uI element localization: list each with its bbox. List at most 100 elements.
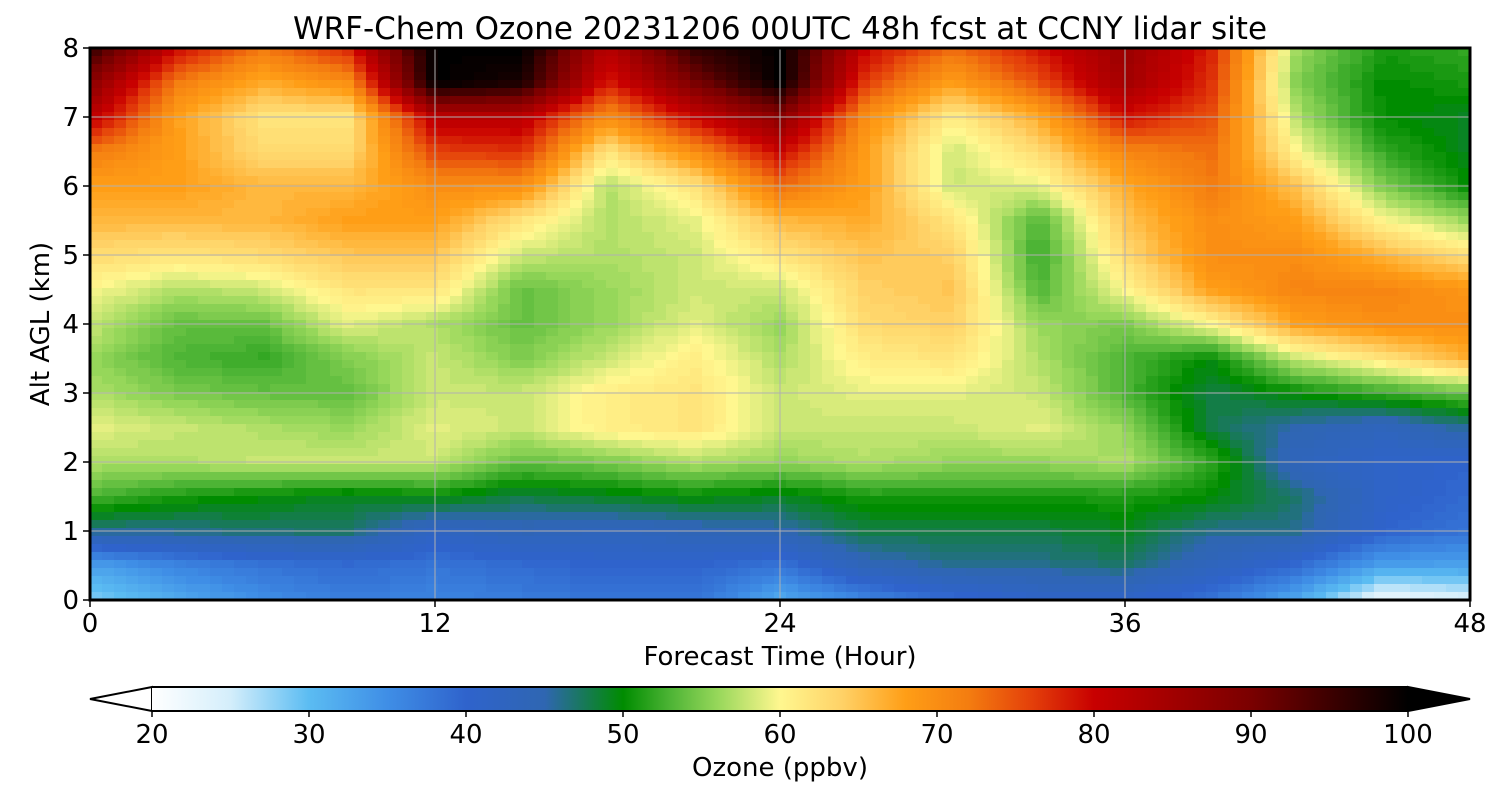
- ozone-cell: [486, 152, 499, 161]
- ozone-cell: [510, 64, 523, 73]
- ozone-cell: [162, 96, 175, 105]
- ozone-cell: [1290, 120, 1303, 129]
- ozone-cell: [1002, 152, 1015, 161]
- ozone-cell: [282, 328, 295, 337]
- ozone-cell: [1158, 288, 1171, 297]
- ozone-cell: [318, 296, 331, 305]
- ozone-cell: [978, 152, 991, 161]
- ozone-cell: [654, 328, 667, 337]
- ozone-cell: [1446, 288, 1459, 297]
- ozone-cell: [222, 360, 235, 369]
- ozone-cell: [870, 248, 883, 257]
- ozone-cell: [1362, 48, 1375, 57]
- ozone-cell: [1062, 312, 1075, 321]
- ozone-cell: [822, 344, 835, 353]
- ozone-cell: [1170, 216, 1183, 225]
- ozone-cell: [990, 232, 1003, 241]
- ozone-cell: [438, 184, 451, 193]
- ozone-cell: [1182, 64, 1195, 73]
- ozone-cell: [906, 72, 919, 81]
- ozone-cell: [1266, 160, 1279, 169]
- ozone-cell: [402, 248, 415, 257]
- ozone-cell: [786, 248, 799, 257]
- ozone-cell: [738, 288, 751, 297]
- ozone-cell: [330, 368, 343, 377]
- ozone-cell: [1146, 96, 1159, 105]
- ozone-cell: [222, 152, 235, 161]
- ozone-cell: [438, 264, 451, 273]
- ozone-cell: [1182, 280, 1195, 289]
- ozone-cell: [1026, 384, 1039, 393]
- ozone-cell: [246, 208, 259, 217]
- ozone-cell: [1278, 192, 1291, 201]
- ozone-cell: [582, 200, 595, 209]
- ozone-cell: [414, 376, 427, 385]
- ozone-cell: [534, 184, 547, 193]
- ozone-cell: [618, 104, 631, 113]
- ozone-cell: [438, 136, 451, 145]
- ozone-cell: [1302, 200, 1315, 209]
- ozone-cell: [834, 344, 847, 353]
- ozone-cell: [258, 136, 271, 145]
- ozone-cell: [1014, 256, 1027, 265]
- ozone-cell: [726, 352, 739, 361]
- ozone-cell: [1398, 376, 1411, 385]
- ozone-cell: [1170, 376, 1183, 385]
- ozone-cell: [450, 152, 463, 161]
- ozone-cell: [1194, 240, 1207, 249]
- ozone-cell: [1014, 104, 1027, 113]
- ozone-cell: [1014, 264, 1027, 273]
- ozone-cell: [1098, 88, 1111, 97]
- ozone-cell: [1434, 240, 1447, 249]
- ozone-cell: [798, 128, 811, 137]
- ozone-cell: [306, 360, 319, 369]
- ozone-cell: [1218, 264, 1231, 273]
- ozone-cell: [402, 384, 415, 393]
- ozone-cell: [1182, 136, 1195, 145]
- ozone-cell: [1278, 184, 1291, 193]
- ozone-cell: [366, 384, 379, 393]
- ozone-cell: [486, 216, 499, 225]
- ozone-cell: [306, 144, 319, 153]
- ozone-cell: [282, 56, 295, 65]
- ozone-cell: [318, 328, 331, 337]
- ozone-cell: [726, 208, 739, 217]
- ozone-cell: [138, 360, 151, 369]
- ozone-cell: [1194, 144, 1207, 153]
- ozone-cell: [1098, 240, 1111, 249]
- ozone-cell: [258, 328, 271, 337]
- ozone-cell: [330, 344, 343, 353]
- ozone-cell: [1062, 72, 1075, 81]
- ozone-cell: [1098, 312, 1111, 321]
- ozone-cell: [762, 280, 775, 289]
- ozone-cell: [1170, 208, 1183, 217]
- ozone-cell: [1314, 384, 1327, 393]
- ozone-cell: [1134, 128, 1147, 137]
- ozone-cell: [258, 120, 271, 129]
- ozone-cell: [1230, 360, 1243, 369]
- ozone-cell: [1206, 344, 1219, 353]
- ozone-cell: [1194, 88, 1207, 97]
- ozone-cell: [666, 336, 679, 345]
- ozone-cell: [402, 272, 415, 281]
- ozone-cell: [822, 72, 835, 81]
- ozone-cell: [1218, 144, 1231, 153]
- ozone-cell: [1302, 192, 1315, 201]
- ozone-cell: [186, 328, 199, 337]
- ozone-cell: [1206, 128, 1219, 137]
- ozone-cell: [1158, 192, 1171, 201]
- ozone-cell: [750, 256, 763, 265]
- ozone-cell: [162, 48, 175, 57]
- ozone-cell: [1218, 192, 1231, 201]
- ozone-cell: [750, 224, 763, 233]
- ozone-cell: [870, 384, 883, 393]
- ozone-cell: [414, 328, 427, 337]
- ozone-cell: [390, 168, 403, 177]
- ozone-cell: [366, 392, 379, 401]
- ozone-cell: [930, 104, 943, 113]
- ozone-cell: [978, 288, 991, 297]
- ozone-cell: [1446, 368, 1459, 377]
- ozone-cell: [714, 296, 727, 305]
- ozone-cell: [126, 184, 139, 193]
- ozone-cell: [366, 64, 379, 73]
